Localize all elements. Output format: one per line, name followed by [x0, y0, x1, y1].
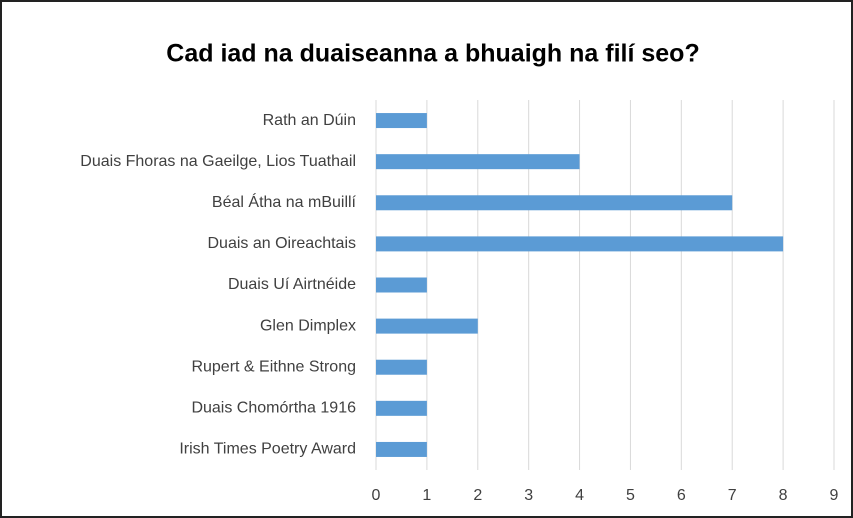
x-tick-label: 3: [524, 487, 533, 504]
y-tick-label: Irish Times Poetry Award: [179, 441, 356, 458]
y-tick-label: Duais Chomórtha 1916: [191, 400, 356, 417]
x-tick-label: 8: [779, 487, 788, 504]
x-tick-label: 5: [626, 487, 635, 504]
bar: [376, 236, 784, 252]
x-tick-label: 9: [830, 487, 839, 504]
x-tick-label: 2: [473, 487, 482, 504]
bar: [376, 113, 427, 129]
y-tick-label: Duais an Oireachtais: [207, 235, 356, 252]
bar: [376, 318, 478, 334]
y-tick-label: Glen Dimplex: [260, 317, 356, 334]
y-tick-label: Rath an Dúin: [263, 112, 356, 129]
x-tick-label: 7: [728, 487, 737, 504]
x-tick-label: 6: [677, 487, 686, 504]
bar: [376, 400, 427, 416]
y-tick-label: Duais Uí Airtnéide: [228, 276, 356, 293]
bar: [376, 359, 427, 375]
y-tick-label: Béal Átha na mBuillí: [212, 192, 357, 211]
x-tick-label: 4: [575, 487, 584, 504]
bar: [376, 195, 733, 211]
bar: [376, 277, 427, 293]
x-tick-label: 1: [422, 487, 431, 504]
y-tick-label: Rupert & Eithne Strong: [191, 358, 356, 375]
bar: [376, 441, 427, 457]
bar: [376, 154, 580, 170]
x-tick-label: 0: [372, 487, 381, 504]
y-tick-label: Duais Fhoras na Gaeilge, Lios Tuathail: [80, 153, 356, 170]
chart-title: Cad iad na duaiseanna a bhuaigh na filí …: [166, 40, 699, 68]
